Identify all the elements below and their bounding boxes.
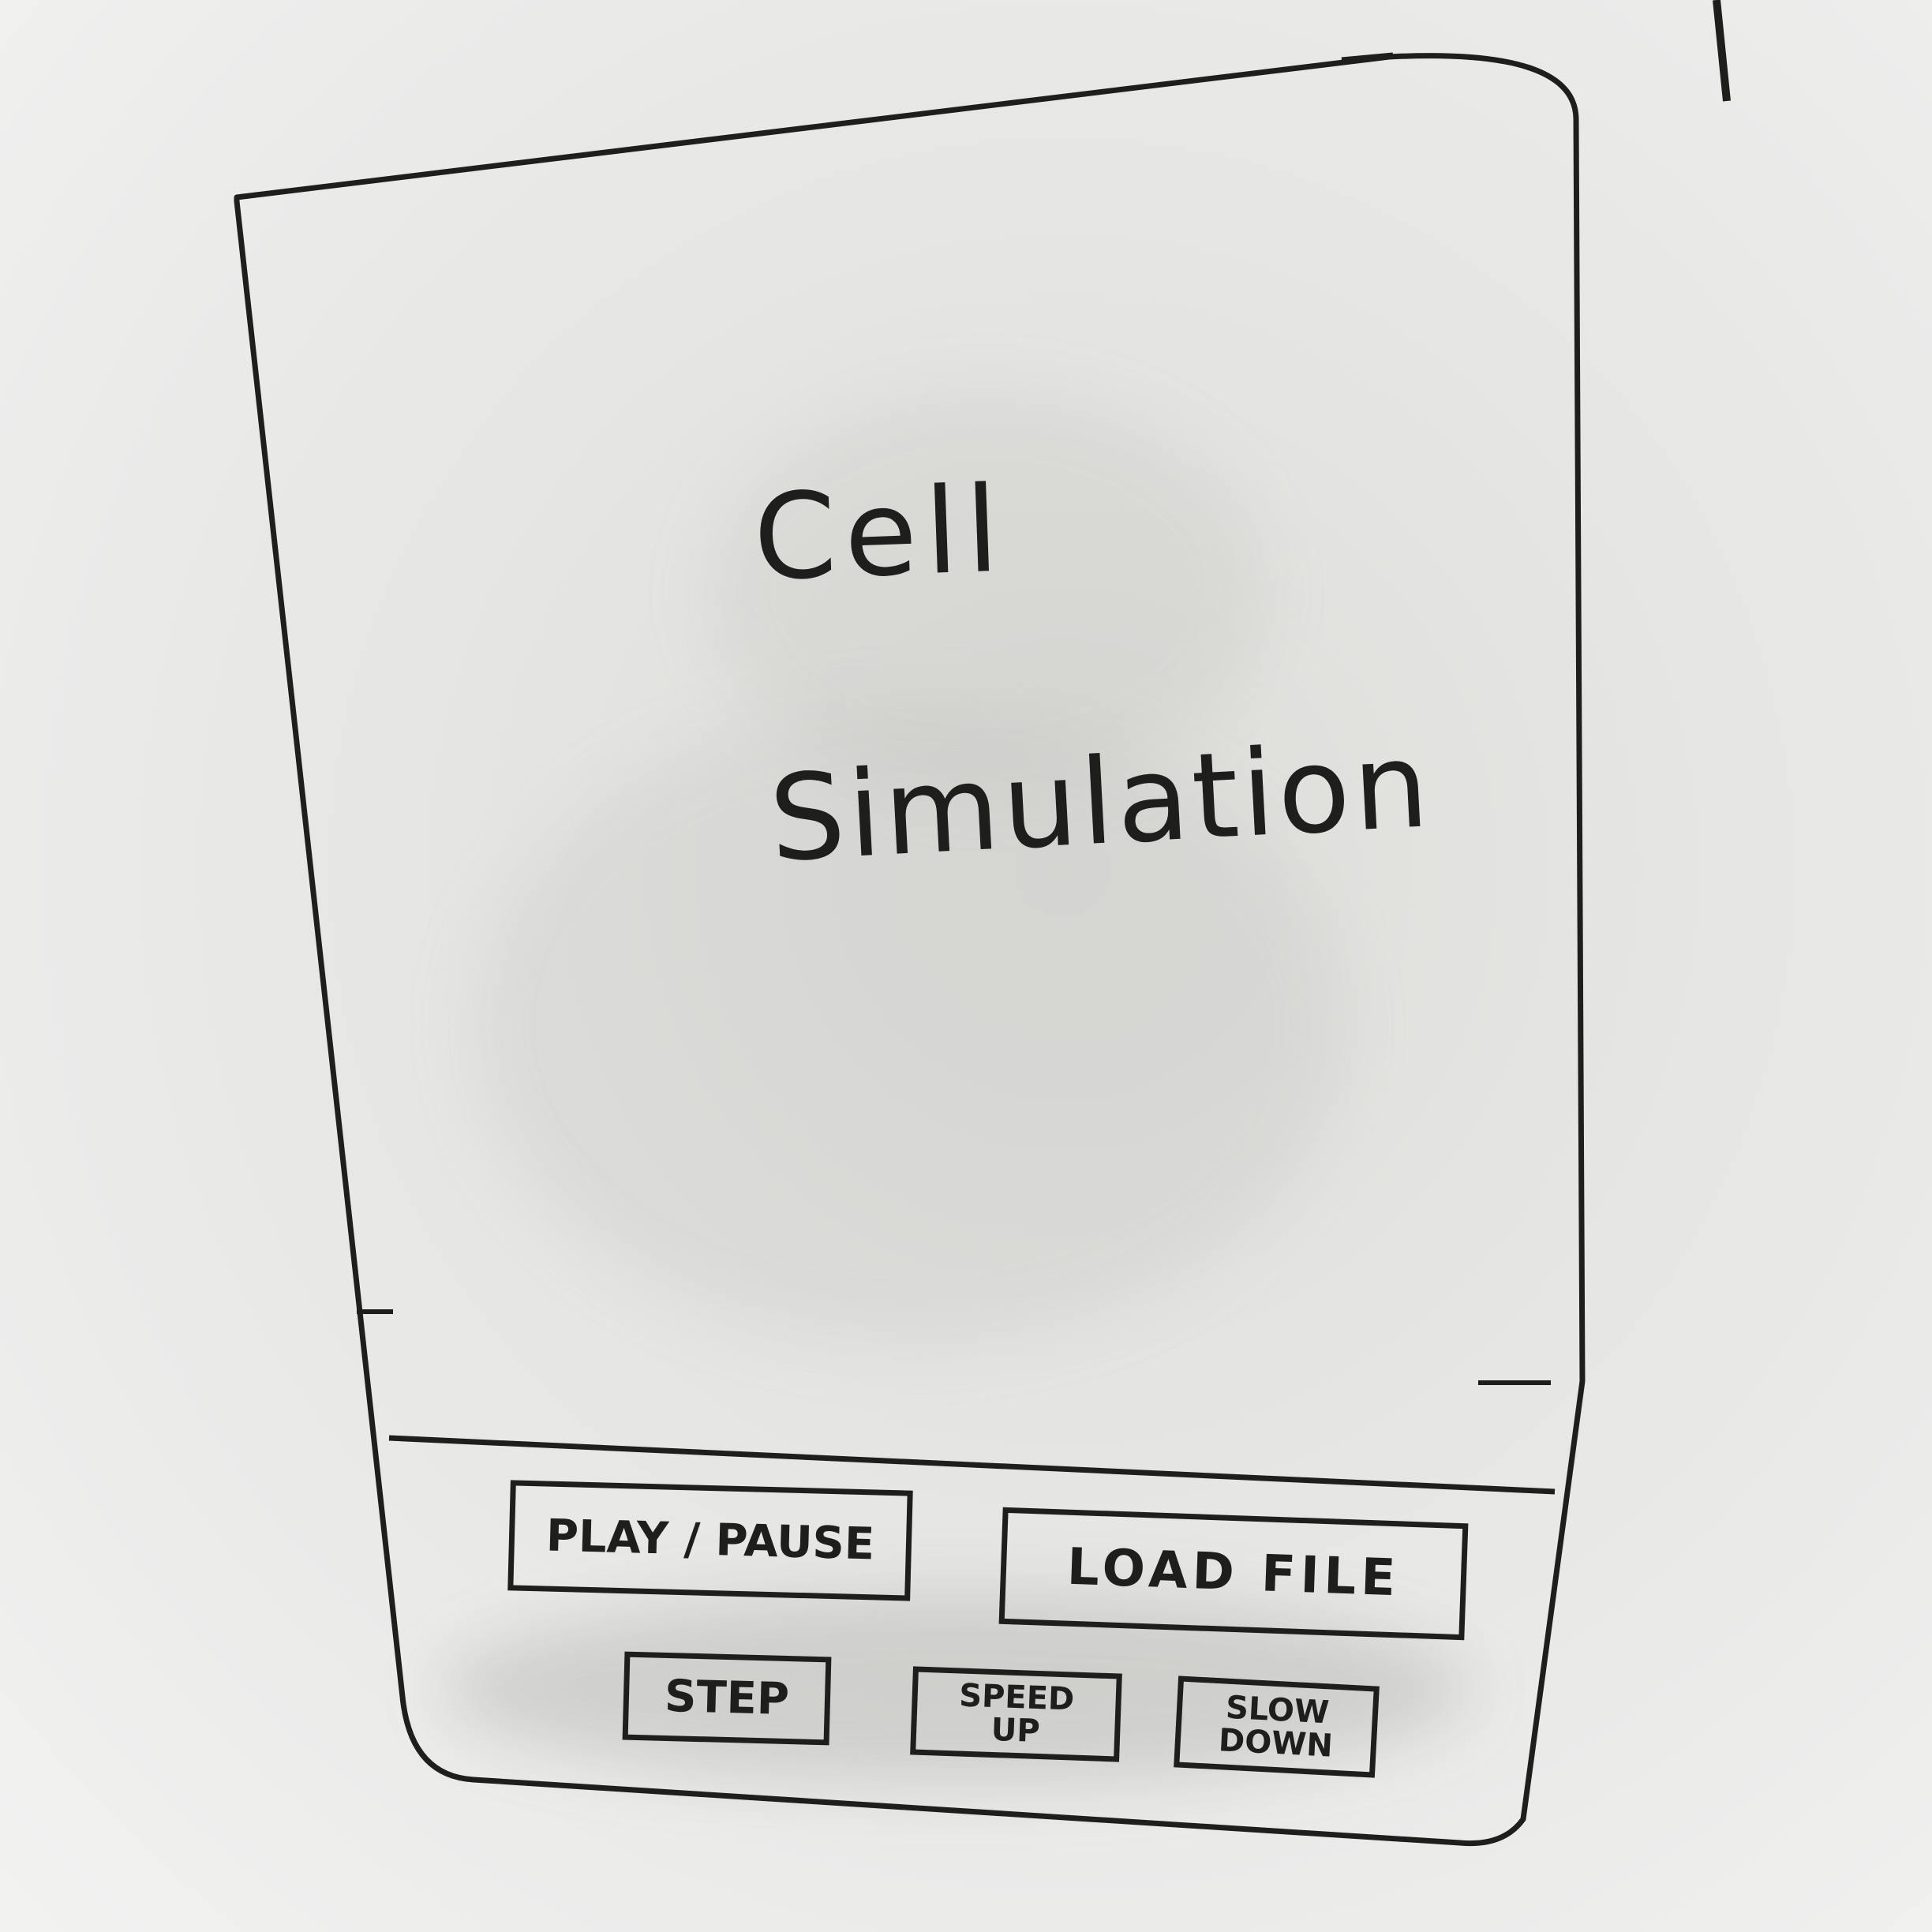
load-file-label: LOAD FILE: [1065, 1538, 1402, 1608]
speed-up-button[interactable]: SPEED UP: [910, 1666, 1122, 1762]
slow-down-label-line2: DOWN: [1217, 1722, 1334, 1765]
board-smudge: [474, 710, 1342, 1342]
speed-up-label-line1: SPEED: [958, 1677, 1075, 1718]
app-title-line1: Cell: [751, 461, 1009, 608]
stray-mark: [1713, 0, 1731, 102]
play-pause-button[interactable]: PLAY / PAUSE: [507, 1480, 913, 1601]
board-smudge: [442, 1594, 1468, 1784]
slow-down-button[interactable]: SLOW DOWN: [1174, 1676, 1380, 1778]
load-file-button[interactable]: LOAD FILE: [998, 1507, 1469, 1641]
play-pause-label: PLAY / PAUSE: [545, 1510, 875, 1571]
window-border-tail: [1341, 52, 1394, 63]
step-button[interactable]: STEP: [622, 1651, 832, 1746]
step-label: STEP: [664, 1670, 790, 1725]
speed-up-label-line2: UP: [990, 1711, 1041, 1750]
control-panel-divider: [388, 1435, 1556, 1495]
window-border: [234, 53, 1586, 1847]
board-smudge: [710, 395, 1263, 789]
